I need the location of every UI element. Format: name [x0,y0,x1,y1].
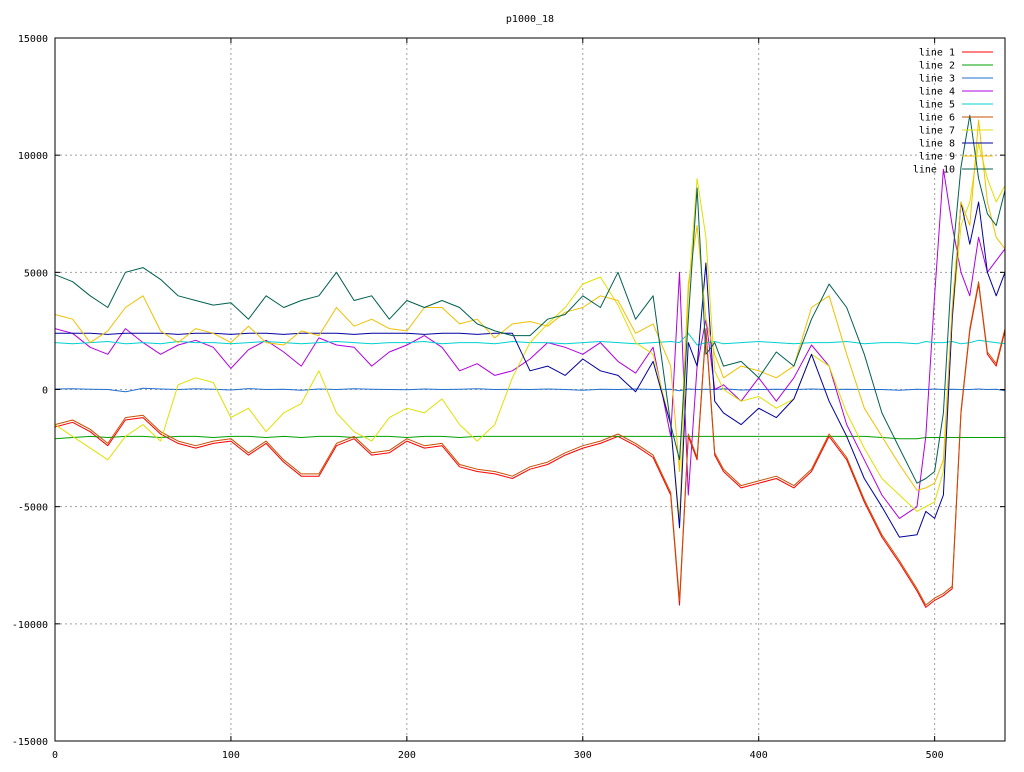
legend-label: line 5 [919,100,955,111]
legend-label: line 1 [919,48,955,59]
series-line-5 [54,332,1006,346]
legend-label: line 2 [919,61,955,72]
x-tick-label: 200 [398,750,416,761]
series-line-6 [54,281,1006,606]
series-line-7 [54,143,1006,522]
series-line-3 [54,387,1006,393]
x-tick-label: 0 [52,750,58,761]
y-tick-label: -5000 [18,503,48,514]
series-layer [54,114,1006,608]
x-tick-label: 400 [750,750,768,761]
legend-label: line 3 [919,74,955,85]
legend-label: line 8 [919,139,955,150]
chart-title: p1000_18 [506,14,554,25]
x-tick-label: 300 [574,750,592,761]
y-tick-label: 10000 [18,151,48,162]
legend: line 1 line 2 line 3 line 4 line 5 line 6 line… [913,48,993,176]
legend-label: line 10 [913,165,955,176]
y-tick-label: 0 [42,386,48,397]
x-tick-label: 500 [926,750,944,761]
series-line-8 [55,201,1006,538]
y-tick-label: 15000 [18,34,48,45]
y-tick-label: 5000 [24,268,48,279]
series-line-4 [54,168,1006,519]
x-tick-label: 100 [222,750,240,761]
series-line-10 [54,114,1006,484]
legend-label: line 6 [919,113,955,124]
y-tick-label: -10000 [12,620,48,631]
legend-label: line 9 [919,152,955,163]
legend-label: line 7 [919,126,955,137]
legend-label: line 4 [919,87,955,98]
series-line-2 [54,435,1005,440]
y-tick-label: -15000 [12,737,48,748]
axis-ticks: 0 100 200 300 400 500 -15000 -10000 -5000 0 5000 10… [12,34,1005,761]
series-line-1 [54,283,1006,608]
series-line-9 [54,119,1006,491]
